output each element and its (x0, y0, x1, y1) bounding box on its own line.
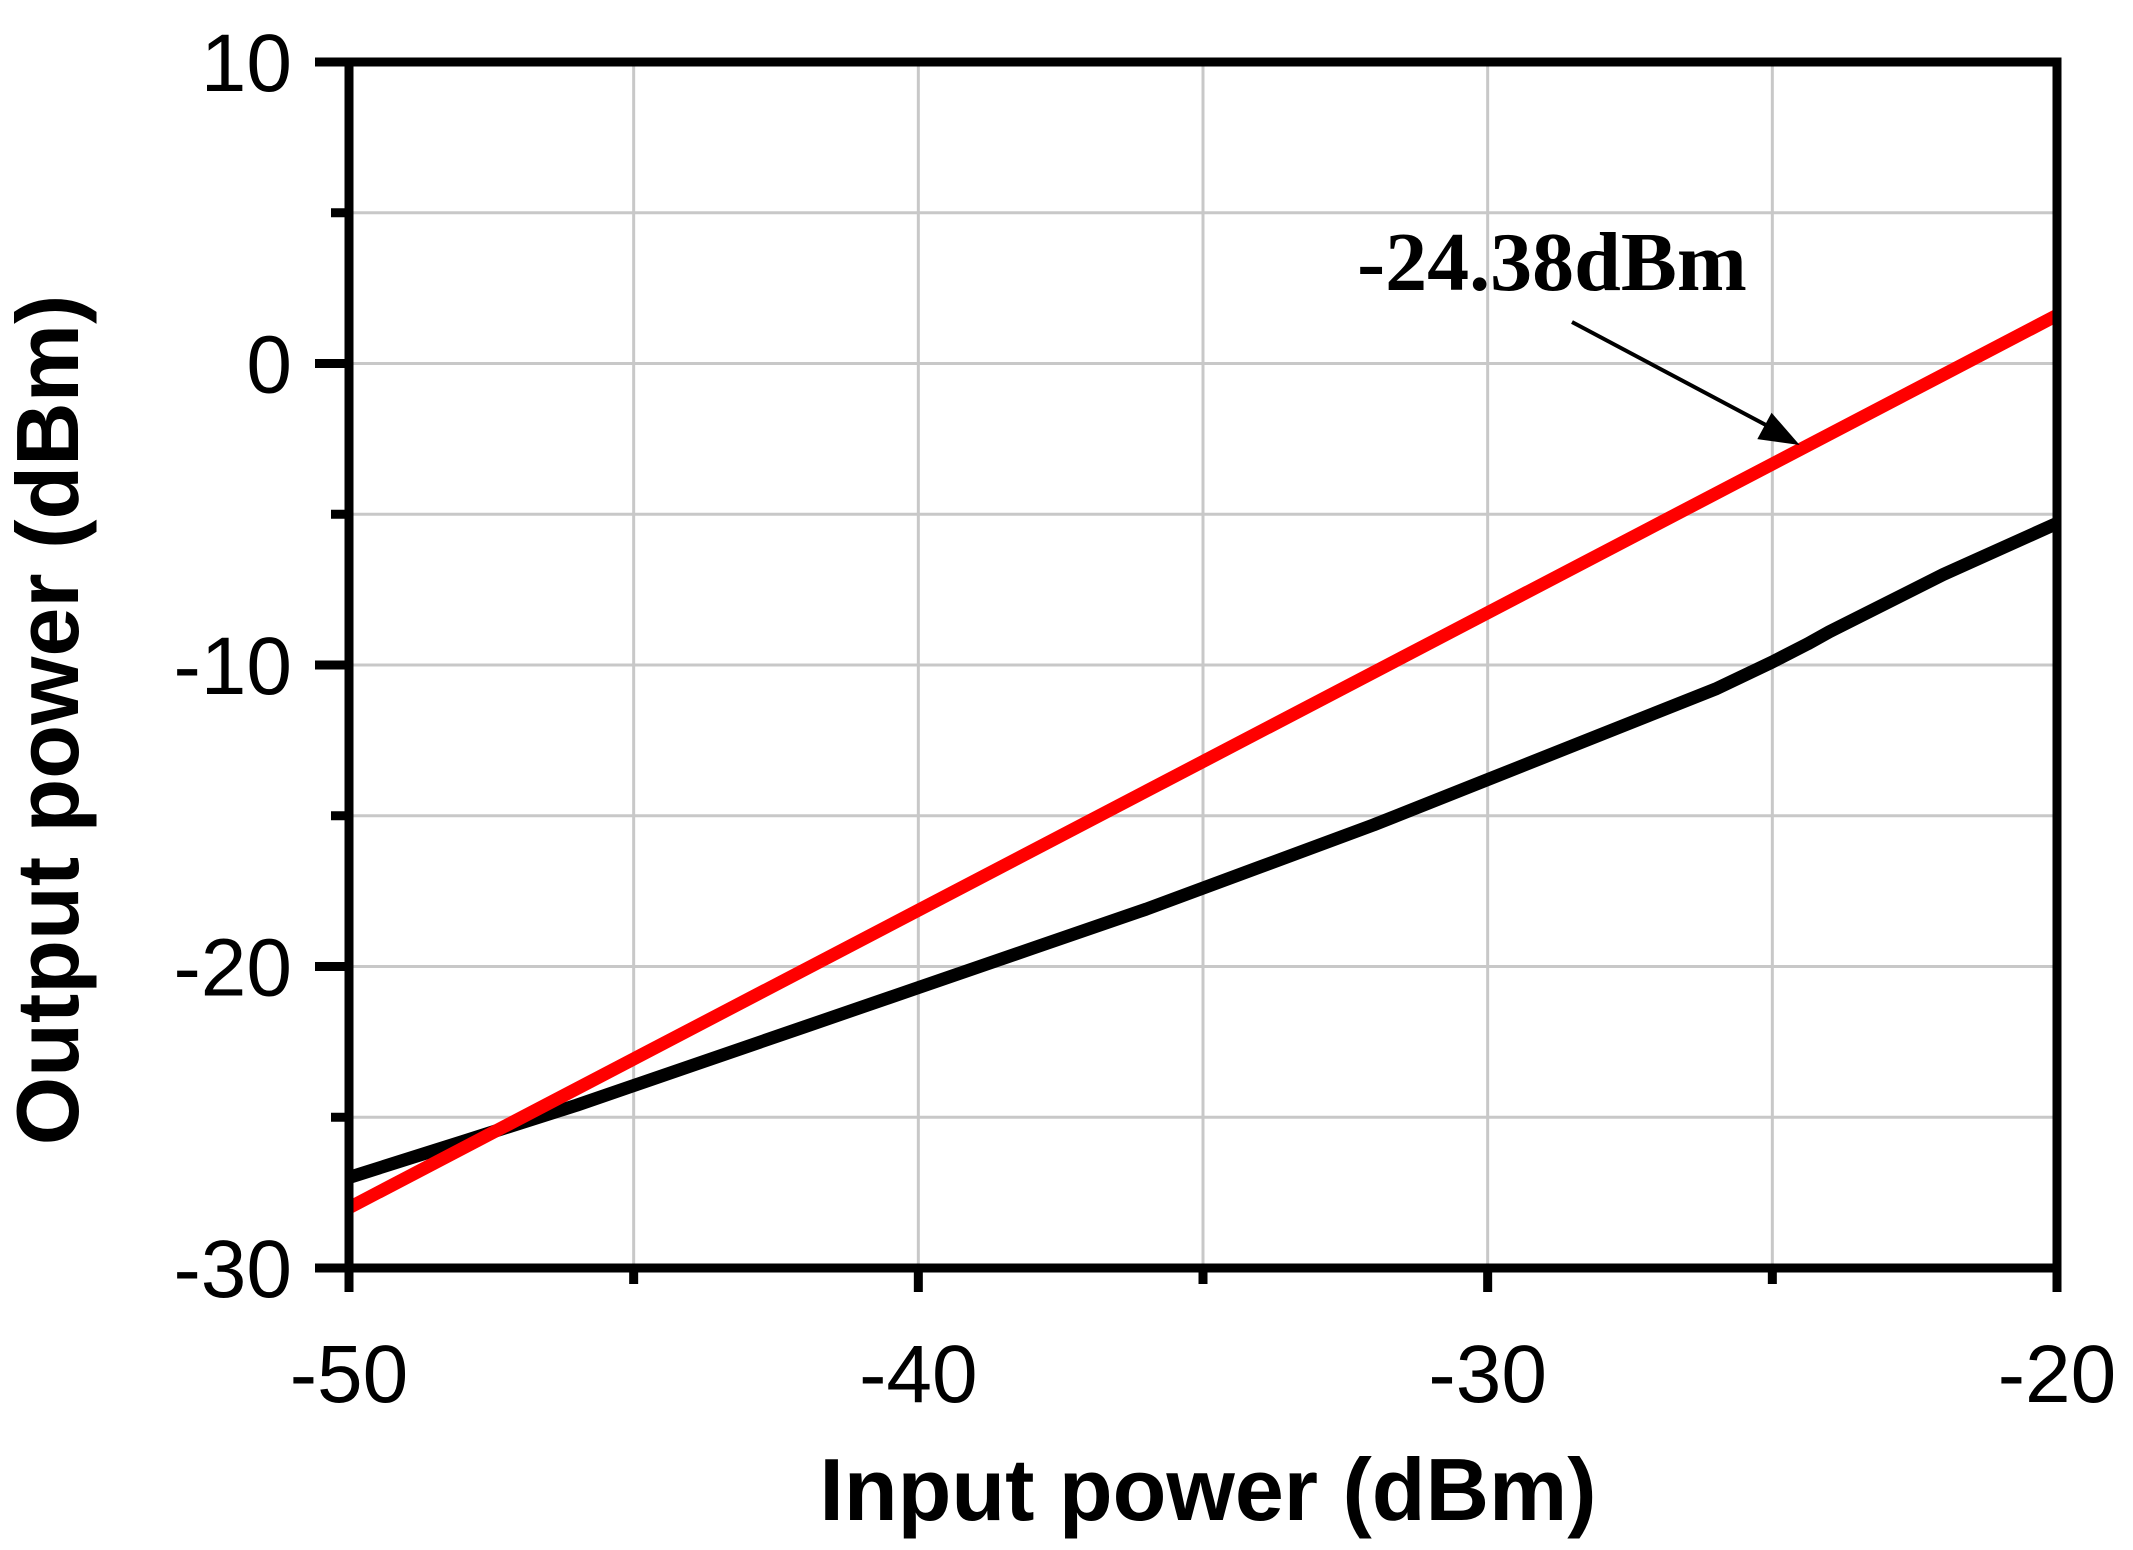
x-tick-label: -40 (859, 1329, 978, 1420)
annotation-label: -24.38dBm (1357, 216, 1747, 309)
ticks: -50 -40 -30 -20 -30 -20 -10 0 10 (173, 18, 2116, 1420)
series-layer (345, 309, 2061, 1214)
y-tick-label: 10 (201, 18, 292, 109)
x-tick-label: -50 (290, 1329, 409, 1420)
grid (347, 60, 2059, 1270)
annotation-arrow-head (1757, 412, 1800, 445)
x-tick-label: -30 (1428, 1329, 1547, 1420)
series-line-0 (347, 517, 2060, 1184)
y-tick-label: -10 (173, 621, 292, 712)
y-tick-label: -30 (173, 1224, 292, 1315)
x-tick-label: -20 (1998, 1329, 2117, 1420)
series-line-1 (345, 309, 2061, 1214)
y-tick-label: -20 (173, 923, 292, 1014)
annotation-layer: -24.38dBm (1357, 216, 1800, 445)
y-axis-title: Output power (dBm) (0, 295, 97, 1146)
x-axis-title: Input power (dBm) (819, 1440, 1596, 1539)
y-tick-label: 0 (246, 320, 292, 411)
annotation-arrow-line (1571, 320, 1771, 429)
